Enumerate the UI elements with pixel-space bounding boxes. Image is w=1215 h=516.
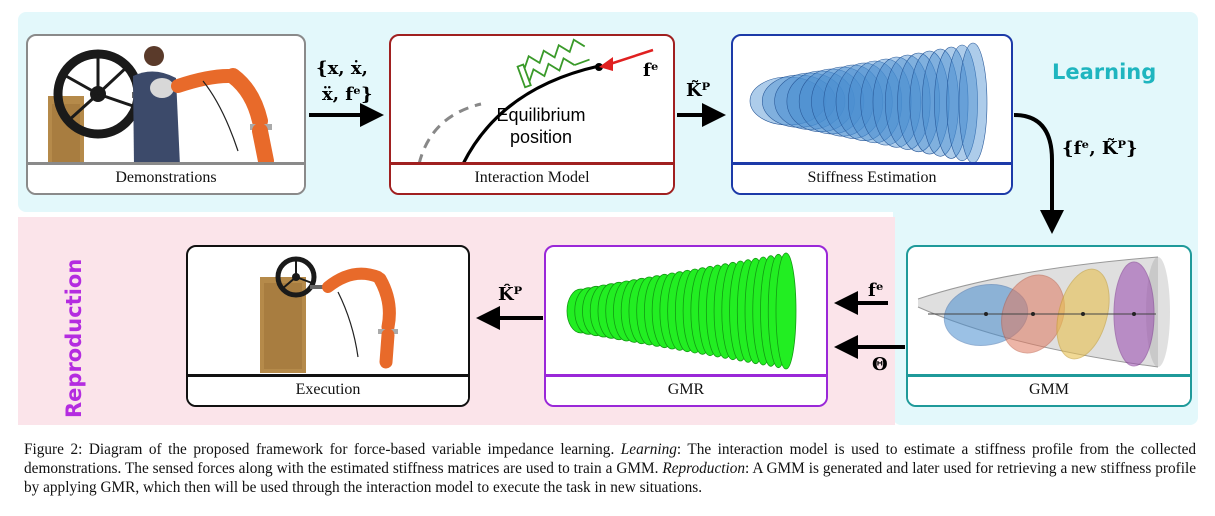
equilibrium-label: Equilibrium bbox=[496, 105, 585, 125]
retrieved-stiffness-label: K̂ᴾ bbox=[498, 284, 523, 305]
stiffness-ellipse bbox=[884, 54, 931, 150]
gmm-illustration bbox=[917, 256, 1170, 368]
position-label: position bbox=[510, 127, 572, 147]
stiffness-ellipse bbox=[749, 76, 827, 126]
gmr-stiffness-ellipses bbox=[566, 252, 797, 370]
caption-reproduction-text: : A GMM is generated and later used for … bbox=[24, 460, 1196, 496]
stiffness-ellipse bbox=[921, 48, 959, 157]
stiffness-ellipse bbox=[897, 52, 940, 153]
stiffness-ellipse bbox=[946, 44, 978, 162]
equilibrium-trajectory bbox=[461, 64, 600, 165]
stiffness-ellipse bbox=[835, 62, 893, 141]
demo-signals-label-line1: {x, ẋ, bbox=[316, 58, 368, 79]
stiffness-ellipse bbox=[860, 58, 912, 146]
stiffness-ellipse bbox=[872, 56, 922, 148]
demonstration-scene-illustration bbox=[48, 46, 274, 166]
caption-learning-term: Learning bbox=[620, 441, 677, 458]
gmr-ellipse bbox=[775, 252, 797, 370]
demonstrations-panel: Demonstrations bbox=[26, 34, 306, 195]
figure-caption: Figure 2: Diagram of the proposed framew… bbox=[24, 440, 1196, 497]
demonstrations-caption: Demonstrations bbox=[28, 162, 304, 193]
stiffness-ellipse bbox=[934, 46, 969, 159]
gmm-caption: GMM bbox=[908, 374, 1190, 405]
demo-signals-label-line2: ẍ, fᵉ} bbox=[322, 84, 373, 105]
spring-icon bbox=[516, 38, 590, 89]
execution-panel: Execution bbox=[186, 245, 470, 407]
stiffness-ellipse bbox=[823, 64, 884, 139]
previous-trajectory-dashed bbox=[417, 102, 482, 165]
stiffness-ellipse bbox=[774, 72, 846, 130]
interaction-model-illustration: fᵉ Equilibrium position bbox=[417, 38, 659, 165]
stiffness-estimate-label: K̃ᴾ bbox=[686, 80, 711, 101]
stiffness-ellipse bbox=[909, 50, 950, 155]
stiffness-ellipse bbox=[848, 60, 903, 144]
execution-scene-illustration bbox=[260, 256, 398, 373]
training-data-label: {fᵉ, K̃ᴾ} bbox=[1062, 138, 1138, 159]
stiffness-estimation-panel: Stiffness Estimation bbox=[731, 34, 1013, 195]
execution-caption: Execution bbox=[188, 374, 468, 405]
theta-label: Θ bbox=[872, 354, 888, 375]
gmm-panel: GMM bbox=[906, 245, 1192, 407]
arrow-stiffness-to-gmm bbox=[1013, 113, 1064, 234]
stiffness-ellipsoids bbox=[749, 42, 988, 164]
force-arrowhead bbox=[599, 57, 613, 71]
gmr-panel: GMR bbox=[544, 245, 828, 407]
learning-label: Learning bbox=[1052, 60, 1157, 84]
force-input-label: fᵉ bbox=[868, 280, 884, 301]
interaction-model-panel: fᵉ Equilibrium position Interaction Mode… bbox=[389, 34, 675, 195]
interaction-model-caption: Interaction Model bbox=[391, 162, 673, 193]
caption-lead: Figure 2: Diagram of the proposed framew… bbox=[24, 441, 621, 458]
caption-learning-text: : The interaction model is used to estim… bbox=[24, 441, 1197, 477]
stiffness-estimation-caption: Stiffness Estimation bbox=[733, 162, 1011, 193]
caption-reproduction-term: Reproduction bbox=[662, 460, 746, 477]
force-label: fᵉ bbox=[643, 60, 659, 81]
gmr-caption: GMR bbox=[546, 374, 826, 405]
